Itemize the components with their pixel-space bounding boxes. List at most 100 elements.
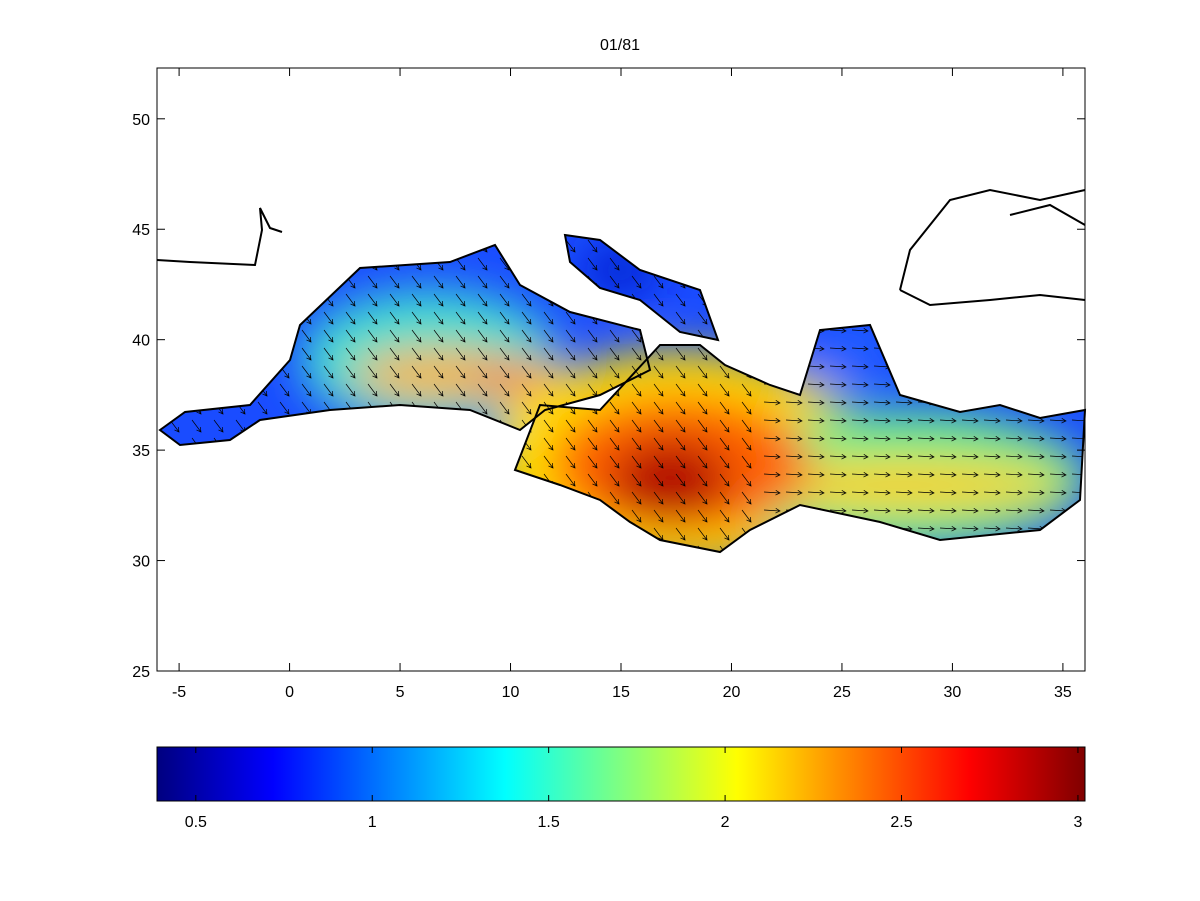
wind-arrow — [565, 437, 576, 451]
wind-arrow — [279, 527, 290, 541]
wind-arrow — [939, 490, 957, 496]
wind-arrow — [1071, 526, 1085, 532]
wind-arrow — [939, 508, 957, 514]
wind-arrow — [1049, 436, 1067, 442]
wind-arrow — [433, 293, 444, 307]
wind-arrow — [499, 455, 510, 469]
wind-arrow — [301, 383, 312, 397]
wind-arrow — [939, 382, 957, 388]
wind-arrow — [323, 365, 334, 379]
wind-arrow — [829, 238, 847, 244]
wind-arrow — [1071, 310, 1085, 316]
wind-arrow — [719, 329, 730, 343]
wind-arrow — [983, 436, 1001, 442]
wind-arrow — [367, 527, 378, 541]
wind-arrow — [631, 239, 642, 253]
wind-arrow — [807, 526, 825, 532]
wind-arrow — [213, 545, 224, 552]
wind-arrow — [169, 473, 180, 487]
wind-arrow — [785, 436, 803, 442]
wind-arrow — [389, 365, 400, 379]
wind-arrow — [763, 418, 781, 424]
wind-arrow — [983, 454, 1001, 460]
wind-arrow — [631, 347, 642, 361]
wind-arrow — [961, 274, 979, 280]
wind-arrow — [609, 347, 620, 361]
wind-arrow — [455, 455, 466, 469]
wind-arrow — [213, 293, 224, 307]
wind-arrow — [697, 509, 708, 523]
wind-arrow — [895, 472, 913, 478]
wind-arrow — [499, 347, 510, 361]
wind-arrow — [301, 527, 312, 541]
colorbar-tick-label: 1 — [368, 814, 377, 831]
wind-arrow — [851, 328, 869, 334]
wind-arrow — [961, 328, 979, 334]
wind-arrow — [631, 275, 642, 289]
wind-arrow — [499, 293, 510, 307]
wind-arrow — [543, 509, 554, 523]
wind-arrow — [675, 527, 686, 541]
wind-arrow — [257, 329, 268, 343]
wind-arrow — [917, 310, 935, 316]
wind-arrow — [587, 473, 598, 487]
wind-arrow — [257, 509, 268, 523]
wind-arrow — [675, 455, 686, 469]
y-tick-label: 50 — [132, 112, 150, 129]
wind-arrow — [433, 473, 444, 487]
wind-arrow — [719, 275, 730, 289]
wind-arrow — [565, 329, 576, 343]
wind-arrow — [1005, 310, 1023, 316]
wind-arrow — [301, 509, 312, 523]
wind-arrow — [609, 365, 620, 379]
wind-arrow — [191, 473, 202, 487]
wind-arrow — [1027, 508, 1045, 514]
wind-arrow — [719, 383, 730, 397]
wind-arrow — [301, 419, 312, 433]
wind-arrow — [873, 310, 891, 316]
wind-arrow — [763, 346, 781, 352]
wind-arrow — [213, 383, 224, 397]
wind-arrow — [741, 437, 752, 451]
wind-arrow — [653, 473, 664, 487]
wind-arrow — [829, 508, 847, 514]
wind-arrow — [389, 473, 400, 487]
wind-arrow — [741, 347, 752, 361]
wind-arrow — [301, 473, 312, 487]
wind-arrow — [521, 347, 532, 361]
wind-arrow — [807, 544, 825, 550]
wind-arrow — [367, 365, 378, 379]
wind-arrow — [169, 545, 180, 552]
wind-arrow — [939, 454, 957, 460]
wind-arrow — [719, 401, 730, 415]
wind-arrow — [961, 472, 979, 478]
wind-arrow — [279, 437, 290, 451]
colorbar-tick-label: 3 — [1073, 814, 1082, 831]
wind-arrow — [807, 364, 825, 370]
wind-arrow — [1027, 274, 1045, 280]
wind-arrow — [675, 257, 686, 271]
wind-arrow — [301, 455, 312, 469]
wind-arrow — [763, 364, 781, 370]
wind-arrow — [697, 527, 708, 541]
wind-arrow — [1005, 400, 1023, 406]
wind-arrow — [477, 509, 488, 523]
wind-arrow — [939, 526, 957, 532]
wind-arrow — [851, 526, 869, 532]
wind-arrow — [477, 527, 488, 541]
wind-arrow — [367, 491, 378, 505]
wind-arrow — [169, 383, 180, 397]
wind-arrow — [565, 473, 576, 487]
wind-arrow — [631, 401, 642, 415]
wind-arrow — [631, 509, 642, 523]
wind-arrow — [455, 275, 466, 289]
wind-arrow — [895, 346, 913, 352]
wind-arrow — [213, 311, 224, 325]
wind-arrow — [257, 437, 268, 451]
wind-arrow — [367, 329, 378, 343]
wind-arrow — [323, 419, 334, 433]
wind-arrow — [1071, 364, 1085, 370]
wind-arrow — [983, 346, 1001, 352]
wind-arrow — [851, 472, 869, 478]
wind-arrow — [961, 490, 979, 496]
